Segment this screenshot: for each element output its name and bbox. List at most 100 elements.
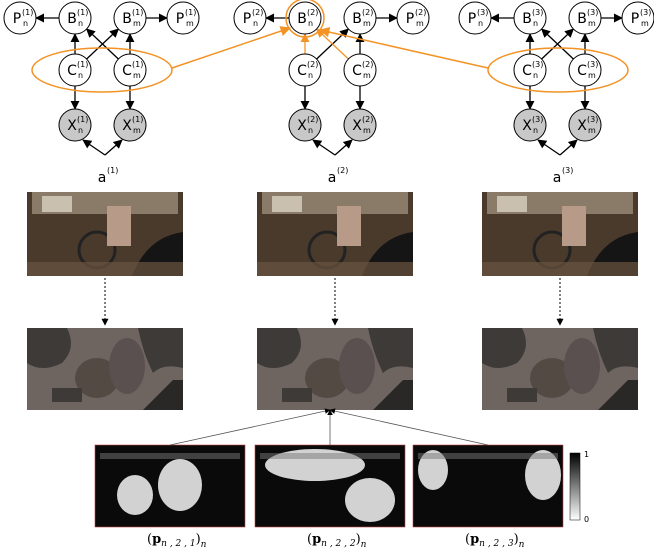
a-sup: (1): [107, 166, 118, 175]
node-sup: (2): [362, 8, 373, 17]
heat-region: [158, 459, 202, 511]
photo-region: [107, 206, 131, 246]
node-sub: n: [78, 126, 83, 135]
connector: [330, 410, 488, 445]
node-label: B: [352, 11, 362, 27]
seg-region: [109, 338, 145, 394]
heat-region: [418, 453, 558, 459]
heat-region: [117, 475, 153, 515]
node-sup: (2): [362, 115, 373, 124]
node-label: C: [522, 63, 532, 79]
highlight: [488, 48, 628, 92]
photo-region: [257, 262, 413, 276]
node-sub: n: [23, 19, 28, 28]
edge: [560, 140, 577, 155]
node-sup: (1): [77, 8, 88, 17]
node-label: P: [176, 11, 184, 27]
edge: [313, 140, 335, 155]
photo-region: [337, 206, 361, 246]
node-sup: (2): [307, 115, 318, 124]
seg-region: [339, 338, 375, 394]
caption-sub: n , 2 , 1: [161, 539, 195, 549]
node-sup: (1): [132, 60, 143, 69]
node-sup: (1): [77, 60, 88, 69]
node-sub: n: [253, 19, 258, 28]
photo-region: [42, 196, 72, 212]
node-sup: (2): [362, 60, 373, 69]
node-sub: n: [308, 19, 313, 28]
a-label: a: [553, 170, 562, 186]
node-label: C: [577, 63, 587, 79]
caption-base: p: [152, 532, 161, 547]
edge: [172, 28, 290, 68]
node-sup: (2): [307, 60, 318, 69]
node-sup: (2): [307, 8, 318, 17]
node-label: P: [243, 11, 251, 27]
node-label: B: [122, 11, 132, 27]
caption: (pn , 2 , 1)n: [147, 532, 207, 550]
node-sub: m: [363, 71, 371, 80]
node-label: P: [468, 11, 476, 27]
node-label: C: [67, 63, 77, 79]
colorbar-max: 1: [584, 450, 589, 459]
heat-region: [100, 453, 240, 459]
node-sup: (1): [132, 8, 143, 17]
a-sup: (3): [562, 166, 573, 175]
node-sub: m: [363, 19, 371, 28]
node-label: X: [122, 118, 132, 134]
node-sub: m: [588, 71, 596, 80]
photo-region: [482, 262, 638, 276]
node-sub: m: [133, 126, 141, 135]
node-sup: (1): [185, 8, 196, 17]
node-sub: n: [78, 19, 83, 28]
node-sub: m: [588, 19, 596, 28]
seg-region: [507, 388, 537, 402]
photo-region: [497, 196, 527, 212]
node-sup: (1): [77, 115, 88, 124]
node-sub: m: [186, 19, 194, 28]
caption: (pn , 2 , 2)n: [307, 532, 367, 550]
node-sub: m: [588, 126, 596, 135]
caption-base: p: [312, 532, 321, 547]
edge: [538, 140, 560, 155]
node-label: C: [122, 63, 132, 79]
photo-region: [562, 206, 586, 246]
caption-outer: n: [201, 540, 207, 550]
node-sup: (3): [640, 8, 651, 17]
node-label: C: [352, 63, 362, 79]
highlight: [32, 48, 172, 92]
node-label: X: [67, 118, 77, 134]
colorbar-min: 0: [584, 515, 589, 524]
node-sup: (3): [587, 115, 598, 124]
node-sup: (1): [132, 115, 143, 124]
edge: [83, 140, 105, 155]
node-label: B: [67, 11, 77, 27]
node-sub: n: [308, 71, 313, 80]
seg-region: [564, 338, 600, 394]
node-sup: (3): [477, 8, 488, 17]
caption-sub: n , 2 , 3: [479, 539, 514, 549]
connector: [170, 410, 330, 445]
a-sup: (2): [337, 166, 348, 175]
node-label: X: [577, 118, 587, 134]
node-label: B: [577, 11, 587, 27]
node-sup: (3): [587, 60, 598, 69]
heat-region: [345, 478, 395, 522]
caption-sub: n , 2 , 2: [321, 539, 356, 549]
node-label: X: [352, 118, 362, 134]
node-sub: n: [533, 126, 538, 135]
edge: [105, 140, 122, 155]
node-label: P: [13, 11, 21, 27]
seg-region: [282, 388, 312, 402]
seg-region: [52, 388, 82, 402]
node-sub: m: [416, 19, 424, 28]
photo-region: [27, 262, 183, 276]
caption-outer: n: [361, 540, 367, 550]
node-sub: n: [308, 126, 313, 135]
a-label: a: [328, 170, 337, 186]
node-label: C: [297, 63, 307, 79]
node-sup: (3): [532, 60, 543, 69]
colorbar: [570, 453, 580, 520]
figure: P(1)nB(1)nB(1)mP(1)mC(1)nC(1)mX(1)nX(1)m…: [0, 0, 654, 557]
node-sub: n: [78, 71, 83, 80]
